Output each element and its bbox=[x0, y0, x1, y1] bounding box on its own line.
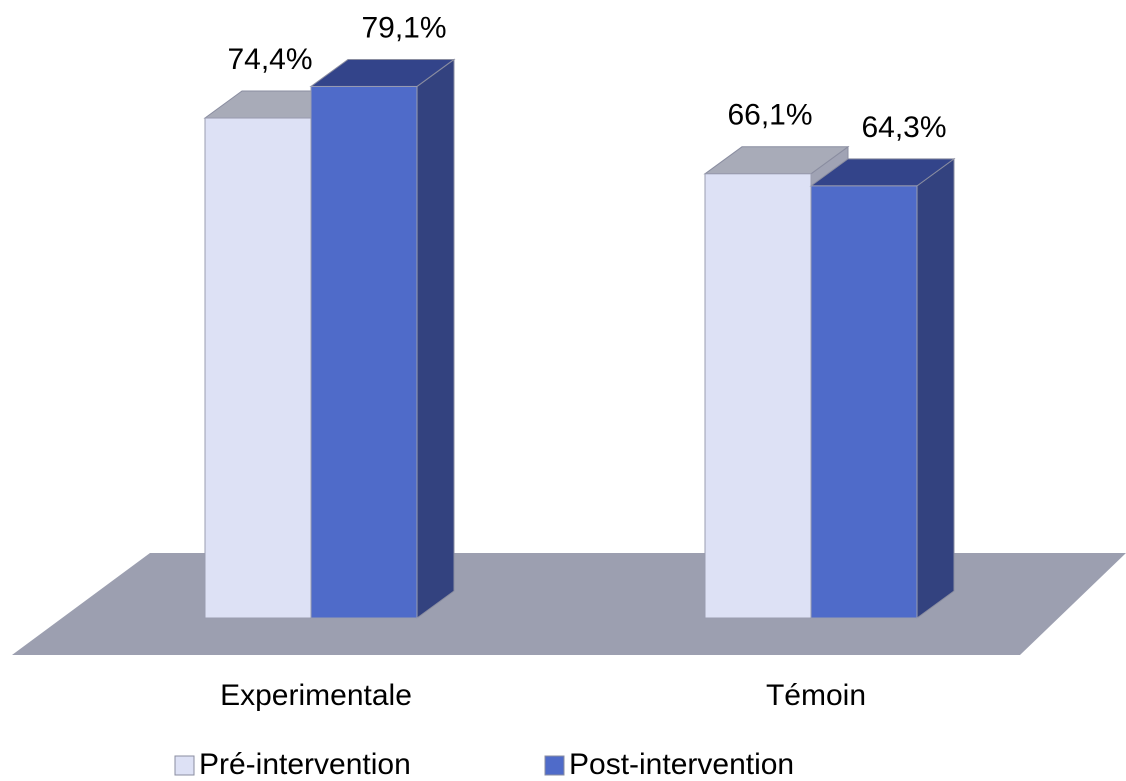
value-label: 79,1% bbox=[361, 11, 446, 44]
bar bbox=[310, 85, 418, 619]
bar bbox=[704, 173, 812, 619]
legend-swatch bbox=[544, 755, 565, 776]
bar bbox=[810, 185, 918, 619]
legend-swatch bbox=[174, 755, 195, 776]
value-label: 74,4% bbox=[227, 43, 312, 76]
x-tick-label: Experimentale bbox=[220, 679, 412, 712]
legend-label: Pré-intervention bbox=[199, 748, 411, 781]
bar-side bbox=[916, 157, 955, 619]
value-label: 66,1% bbox=[727, 99, 812, 132]
bar-side bbox=[416, 58, 455, 619]
legend-label: Post-intervention bbox=[569, 748, 794, 781]
value-label: 64,3% bbox=[861, 111, 946, 144]
bar bbox=[204, 117, 312, 619]
floor bbox=[12, 553, 1126, 655]
x-tick-label: Témoin bbox=[766, 679, 866, 712]
